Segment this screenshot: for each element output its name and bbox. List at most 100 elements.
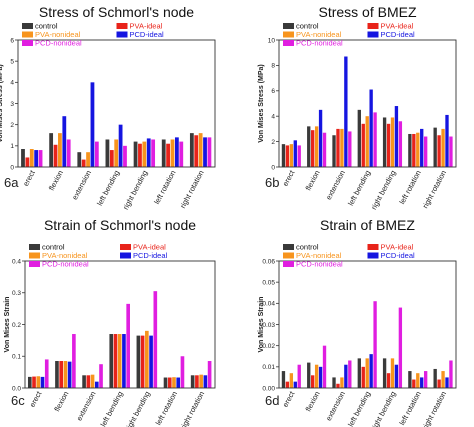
legend-label: PVA-nonideal bbox=[35, 30, 81, 39]
bar-pcd-nonideal bbox=[322, 132, 327, 167]
category-label: erect bbox=[28, 389, 44, 409]
bar-pcd-nonideal bbox=[66, 139, 71, 167]
bar-control bbox=[307, 362, 311, 388]
category-label: extension bbox=[324, 390, 347, 423]
bar-pcd-ideal bbox=[369, 89, 373, 167]
legend-swatch bbox=[116, 31, 128, 38]
y-axis-label: Von Mises Stress (MPa) bbox=[0, 64, 4, 142]
y-tick-label: 5 bbox=[10, 58, 14, 65]
bar-pcd-nonideal bbox=[207, 137, 212, 167]
category-label: flexion bbox=[47, 169, 65, 192]
bar-control bbox=[433, 368, 437, 388]
bar-pva-ideal bbox=[437, 135, 441, 167]
bar-pcd-nonideal bbox=[99, 364, 103, 388]
legend-swatch bbox=[29, 261, 40, 267]
y-tick-label: 0.0 bbox=[12, 385, 21, 392]
bar-pcd-nonideal bbox=[297, 145, 301, 167]
category-label: left bending bbox=[95, 169, 121, 207]
y-tick-label: 0.05 bbox=[262, 279, 275, 286]
bar-control bbox=[49, 133, 54, 167]
bar-pcd-nonideal bbox=[348, 360, 352, 388]
category-label: right bending bbox=[369, 169, 397, 212]
legend-label: PVA-ideal bbox=[381, 243, 414, 252]
bar-pcd-ideal bbox=[122, 334, 126, 388]
legend-swatch bbox=[283, 244, 294, 250]
chart-title: Strain of BMEZ bbox=[320, 217, 415, 233]
bar-pva-nonideal bbox=[340, 377, 344, 388]
bar-pva-nonideal bbox=[142, 141, 147, 167]
category-label: extension bbox=[70, 169, 93, 202]
bar-pcd-ideal bbox=[445, 377, 449, 388]
bar-pva-nonideal bbox=[289, 373, 294, 388]
bar-pva-ideal bbox=[59, 361, 63, 388]
legend-swatch bbox=[367, 31, 379, 38]
bar-pcd-nonideal bbox=[179, 141, 184, 167]
category-label: right rotation bbox=[178, 169, 206, 210]
category-label: left rotation bbox=[152, 169, 177, 206]
bar-control bbox=[281, 371, 286, 388]
category-label: right rotation bbox=[421, 390, 449, 427]
y-axis-label: Von Mises Stress (MPa) bbox=[258, 64, 265, 142]
legend-swatch bbox=[283, 261, 294, 267]
panel-label: 6d bbox=[265, 393, 279, 408]
bar-control bbox=[332, 135, 336, 167]
plot-frame bbox=[278, 260, 457, 389]
bar-pva-ideal bbox=[81, 159, 86, 167]
bar-pcd-ideal bbox=[62, 116, 67, 167]
bar-pva-ideal bbox=[386, 123, 391, 167]
bar-pva-ideal bbox=[285, 381, 290, 388]
bar-pva-nonideal bbox=[29, 149, 34, 167]
bar-pcd-ideal bbox=[94, 381, 99, 388]
bar-pva-nonideal bbox=[114, 139, 119, 167]
bar-pcd-ideal bbox=[344, 364, 348, 388]
bar-control bbox=[163, 377, 168, 388]
y-tick-label: 0.01 bbox=[262, 364, 275, 371]
bar-pcd-ideal bbox=[146, 138, 151, 167]
bar-pva-ideal bbox=[86, 375, 91, 388]
bar-control bbox=[82, 375, 86, 388]
category-label: right bending bbox=[124, 390, 152, 427]
bar-pcd-nonideal bbox=[449, 360, 453, 388]
legend-swatch bbox=[367, 244, 379, 250]
category-label: erect bbox=[281, 389, 297, 409]
bar-pva-ideal bbox=[195, 375, 199, 388]
bar-pcd-nonideal bbox=[398, 121, 403, 167]
bar-pva-nonideal bbox=[416, 132, 420, 167]
y-tick-label: 0 bbox=[10, 164, 14, 171]
bar-pva-nonideal bbox=[441, 128, 445, 167]
y-tick-label: 0.06 bbox=[262, 258, 275, 265]
legend-label: PCD-nonideal bbox=[35, 39, 82, 48]
legend-label: PCD-ideal bbox=[130, 30, 165, 39]
bar-pva-nonideal bbox=[63, 361, 68, 388]
bar-control bbox=[408, 133, 412, 167]
legend-swatch bbox=[120, 252, 131, 259]
bar-pcd-nonideal bbox=[126, 303, 130, 388]
category-label: right rotation bbox=[421, 169, 449, 210]
legend-label: PVA-ideal bbox=[133, 243, 166, 252]
bar-control bbox=[21, 149, 25, 167]
legend-swatch bbox=[283, 31, 294, 38]
bar-pcd-ideal bbox=[293, 140, 297, 167]
legend-swatch bbox=[29, 244, 40, 250]
category-label: left rotation bbox=[397, 390, 422, 427]
bar-control bbox=[55, 361, 59, 388]
bar-pcd-ideal bbox=[176, 377, 181, 388]
bar-pcd-ideal bbox=[149, 335, 153, 388]
bar-control bbox=[105, 139, 110, 167]
legend-label: control bbox=[35, 22, 58, 31]
y-tick-label: 0.00 bbox=[262, 385, 275, 392]
legend-label: PVA-nonideal bbox=[296, 251, 342, 260]
legend-label: control bbox=[42, 243, 65, 252]
legend-label: PCD-nonideal bbox=[296, 260, 343, 269]
bar-control bbox=[332, 377, 336, 388]
bar-pcd-nonideal bbox=[180, 356, 185, 388]
bar-control bbox=[136, 335, 141, 388]
bar-pva-nonideal bbox=[365, 358, 369, 388]
bar-pva-nonideal bbox=[340, 128, 344, 167]
category-label: left bending bbox=[99, 390, 125, 427]
y-tick-label: 0.04 bbox=[262, 301, 275, 308]
legend-swatch bbox=[367, 252, 379, 259]
legend-swatch bbox=[120, 244, 131, 250]
legend-label: PCD-nonideal bbox=[296, 39, 343, 48]
